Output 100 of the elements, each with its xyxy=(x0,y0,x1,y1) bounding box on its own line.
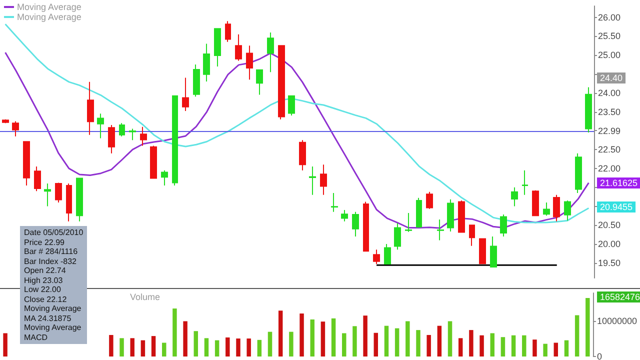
candlestick xyxy=(564,200,571,222)
annotation: MA 24.31875 xyxy=(24,314,72,323)
bar xyxy=(352,326,357,356)
candlestick xyxy=(246,45,253,80)
candlestick xyxy=(331,192,338,212)
annotation: Moving Average xyxy=(24,323,82,332)
text: 24.40 xyxy=(600,73,623,83)
candlestick xyxy=(140,126,147,146)
bar xyxy=(204,338,209,356)
candlestick xyxy=(363,201,369,252)
y-tick-label: 22.00 xyxy=(598,163,621,174)
candlestick xyxy=(384,244,391,265)
bar xyxy=(342,333,346,356)
bar xyxy=(374,332,378,356)
candlestick xyxy=(44,183,51,207)
bar xyxy=(574,315,580,356)
y-tick-label: 22.50 xyxy=(598,144,621,155)
y-tick-label: 25.50 xyxy=(598,31,621,42)
line-series xyxy=(4,52,590,229)
candlestick xyxy=(278,45,285,120)
candlestick xyxy=(150,145,157,179)
bar xyxy=(363,316,368,356)
y-tick-label: 10000000 xyxy=(596,316,638,326)
bar xyxy=(172,308,177,356)
bar xyxy=(448,321,452,356)
bar xyxy=(3,333,8,356)
annotation: MACD xyxy=(24,332,49,342)
text: 16582476 xyxy=(600,292,640,302)
candlestick xyxy=(309,166,316,196)
bar xyxy=(480,335,484,356)
bar xyxy=(437,326,442,356)
candlestick xyxy=(288,95,295,116)
candlestick xyxy=(23,141,30,186)
bar xyxy=(214,340,220,356)
legend-label: Moving Average xyxy=(17,2,82,12)
bar xyxy=(416,330,420,356)
bar xyxy=(140,340,146,356)
candlestick xyxy=(267,32,274,73)
bar xyxy=(310,319,314,356)
bar xyxy=(194,331,198,356)
candlestick xyxy=(437,218,444,241)
candlestick xyxy=(299,140,306,171)
candlestick xyxy=(511,186,518,207)
annotation: Price 22.99 xyxy=(24,238,66,247)
candlestick xyxy=(76,178,83,222)
candlestick xyxy=(161,170,168,186)
bar xyxy=(162,342,166,356)
bar xyxy=(120,338,124,356)
bar xyxy=(543,344,548,356)
bar xyxy=(500,337,506,356)
candlestick xyxy=(341,210,348,222)
text: 21.61625 xyxy=(600,178,638,188)
candlestick xyxy=(500,214,507,237)
annotation: High 23.03 xyxy=(24,276,64,285)
bar xyxy=(394,328,400,356)
annotation: Open 22.74 xyxy=(24,266,67,276)
bar xyxy=(268,332,272,356)
y-tick-label: 25.00 xyxy=(598,50,621,60)
candlestick xyxy=(119,122,125,137)
y-tick-label: 19.50 xyxy=(598,258,621,268)
candlestick xyxy=(256,69,263,96)
bar xyxy=(532,340,537,356)
bar xyxy=(586,298,590,356)
bar xyxy=(564,340,569,356)
candlestick xyxy=(97,113,104,139)
bar xyxy=(331,318,336,356)
candlestick xyxy=(235,34,242,62)
candlestick xyxy=(373,249,380,265)
candlestick xyxy=(490,236,497,268)
candlestick xyxy=(2,118,9,124)
bar xyxy=(130,338,134,356)
candlestick xyxy=(87,81,94,136)
candlestick xyxy=(34,166,41,192)
candlestick xyxy=(479,238,486,264)
annotation: Bar Index -832 xyxy=(24,256,78,266)
candlestick xyxy=(214,28,221,67)
bar xyxy=(469,330,474,356)
line-series xyxy=(4,23,590,224)
candlestick xyxy=(553,194,560,222)
candlestick xyxy=(225,20,231,42)
candlestick xyxy=(172,95,178,186)
bar xyxy=(236,338,240,356)
bar xyxy=(300,313,304,356)
candlestick xyxy=(532,190,539,216)
candlestick xyxy=(543,202,550,216)
bar xyxy=(257,340,262,356)
bar xyxy=(320,322,326,356)
candlestick xyxy=(416,197,422,228)
y-tick-label: 0 xyxy=(596,352,602,360)
bar xyxy=(522,335,526,356)
y-axis-title: Volume xyxy=(130,292,160,302)
annotation: Close 22.12 xyxy=(24,294,68,304)
candlestick xyxy=(66,183,72,222)
bar xyxy=(151,336,156,356)
annotation: Moving Average xyxy=(24,304,82,314)
y-tick-label: 20.50 xyxy=(598,220,621,230)
candlestick xyxy=(182,77,189,112)
text: 20.9455 xyxy=(600,202,633,212)
bar xyxy=(426,334,431,356)
candlestick xyxy=(575,152,582,194)
